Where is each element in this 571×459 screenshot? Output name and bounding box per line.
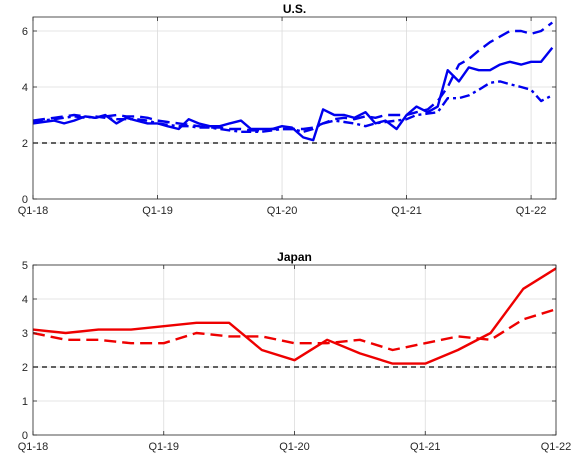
x-tick-label: Q1-20 bbox=[267, 205, 298, 217]
x-tick-label: Q1-19 bbox=[148, 441, 179, 453]
x-tick-label: Q1-21 bbox=[410, 441, 441, 453]
series-line-solid bbox=[33, 47, 554, 142]
x-tick-label: Q1-22 bbox=[541, 441, 571, 453]
series-line-dash-dot bbox=[33, 80, 553, 133]
y-tick-label: 2 bbox=[22, 362, 28, 374]
chart-title: Japan bbox=[277, 250, 312, 264]
x-tick-label: Q1-21 bbox=[391, 205, 422, 217]
x-tick-label: Q1-18 bbox=[18, 441, 49, 453]
chart-title: U.S. bbox=[283, 2, 306, 16]
y-tick-label: 2 bbox=[22, 138, 28, 150]
axes-box bbox=[32, 16, 557, 200]
y-tick-label: 5 bbox=[22, 260, 28, 272]
y-tick-label: 4 bbox=[22, 82, 28, 94]
x-tick-label: Q1-22 bbox=[516, 205, 547, 217]
x-tick-label: Q1-19 bbox=[142, 205, 173, 217]
y-tick-label: 0 bbox=[22, 430, 28, 442]
series-line-solid bbox=[33, 267, 556, 365]
y-tick-label: 1 bbox=[22, 396, 28, 408]
chart-panel-2: Q1-18 Q1-19 Q1-20 Q1-21 Q1-22 0 1 2 3 4 5 Japan bbox=[18, 250, 571, 453]
y-tick-label: 3 bbox=[22, 328, 28, 340]
plot-area bbox=[33, 17, 556, 199]
series-line-dashed bbox=[33, 308, 556, 352]
y-tick-label: 4 bbox=[22, 294, 28, 306]
x-tick-label: Q1-18 bbox=[18, 205, 49, 217]
chart-panel-1: Q1-18 Q1-19 Q1-20 Q1-21 Q1-22 0 2 4 6 U.S. bbox=[18, 2, 557, 217]
y-tick-label: 6 bbox=[22, 26, 28, 38]
y-tick-label: 0 bbox=[22, 194, 28, 206]
x-tick-label: Q1-20 bbox=[279, 441, 310, 453]
